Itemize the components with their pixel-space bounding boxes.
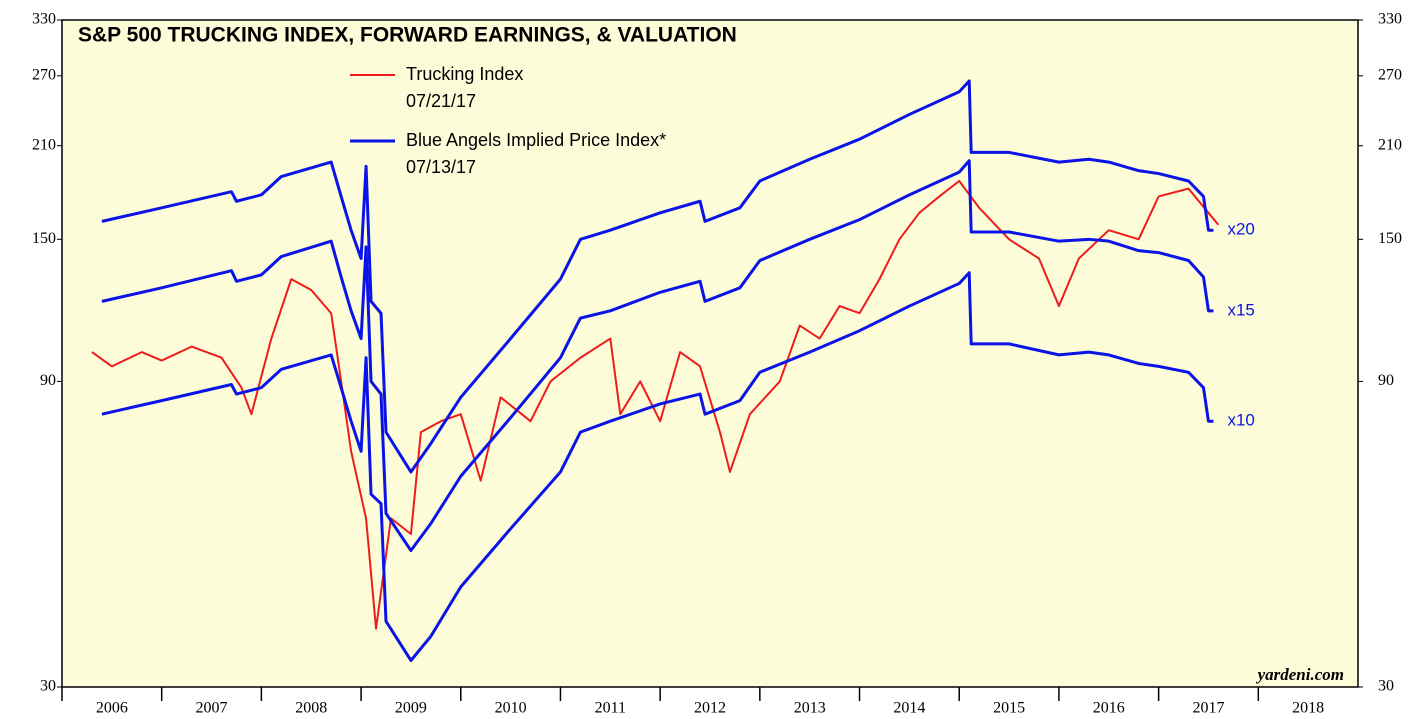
x-tick-label: 2012 bbox=[694, 700, 726, 717]
source: yardeni.com bbox=[1256, 665, 1344, 684]
series-line bbox=[101, 271, 1214, 662]
series-line bbox=[91, 179, 1220, 630]
x-tick-label: 2010 bbox=[495, 700, 527, 717]
x-tick-label: 2014 bbox=[893, 700, 925, 717]
x-tick-label: 2016 bbox=[1093, 700, 1125, 717]
x-tick-label: 2008 bbox=[295, 700, 327, 717]
y2-tick-label: 210 bbox=[1378, 136, 1402, 153]
x-tick-label: 2009 bbox=[395, 700, 427, 717]
y-tick-label: 150 bbox=[32, 230, 56, 247]
legend-date: 07/13/17 bbox=[406, 157, 476, 177]
y-tick-label: 270 bbox=[32, 66, 56, 83]
y-tick-label: 210 bbox=[32, 136, 56, 153]
series-label: x10 bbox=[1227, 411, 1254, 430]
legend-label: Blue Angels Implied Price Index* bbox=[406, 130, 666, 150]
y2-tick-label: 90 bbox=[1378, 372, 1394, 389]
y2-tick-label: 270 bbox=[1378, 66, 1402, 83]
legend-date: 07/21/17 bbox=[406, 91, 476, 111]
legend-label: Trucking Index bbox=[406, 64, 523, 84]
x-tick-label: 2017 bbox=[1192, 700, 1224, 717]
x-tick-label: 2006 bbox=[96, 700, 128, 717]
plot-area bbox=[61, 19, 1359, 688]
y-tick-label: 330 bbox=[32, 11, 56, 28]
x-tick-label: 2018 bbox=[1292, 700, 1324, 717]
series-label: x15 bbox=[1227, 300, 1254, 319]
y-tick-label: 90 bbox=[40, 372, 56, 389]
y2-tick-label: 30 bbox=[1378, 678, 1394, 695]
chart-title: S&P 500 TRUCKING INDEX, FORWARD EARNINGS… bbox=[78, 24, 737, 47]
y2-tick-label: 150 bbox=[1378, 230, 1402, 247]
x-tick-label: 2007 bbox=[196, 700, 228, 717]
x-tick-label: 2015 bbox=[993, 700, 1025, 717]
series-label: x20 bbox=[1227, 220, 1254, 239]
y-tick-label: 30 bbox=[40, 678, 56, 695]
x-tick-label: 2013 bbox=[794, 700, 826, 717]
x-tick-label: 2011 bbox=[595, 700, 626, 717]
series-line bbox=[101, 159, 1214, 553]
series-line bbox=[101, 79, 1214, 474]
y2-tick-label: 330 bbox=[1378, 11, 1402, 28]
